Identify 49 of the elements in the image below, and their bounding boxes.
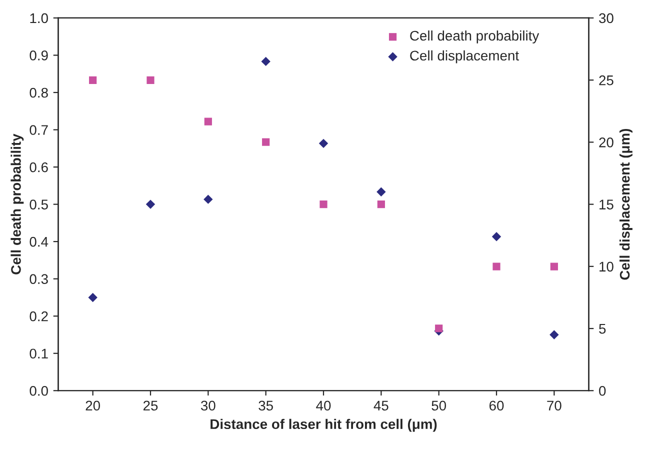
legend-label: Cell death probability	[410, 30, 540, 44]
x-tick-label: 30	[200, 400, 216, 411]
point	[261, 56, 270, 66]
y2-tick-label: 25	[599, 75, 614, 86]
point	[146, 76, 154, 84]
y-tick-label: 0.9	[30, 50, 48, 60]
x-tick-label: 35	[258, 400, 273, 411]
x-tick-label: 60	[489, 400, 504, 411]
point	[550, 262, 558, 270]
y-tick-label: 1.0	[30, 13, 48, 24]
point	[376, 187, 386, 196]
point	[320, 200, 328, 208]
x-tick-label: 45	[374, 400, 388, 411]
x-tick-label: 25	[143, 400, 158, 411]
point	[377, 200, 385, 208]
y-tick-label: 0.7	[30, 125, 48, 135]
y-tick-label: 0.8	[30, 88, 48, 98]
legend-label: Cell displacement	[410, 50, 519, 64]
point	[146, 200, 156, 209]
x-axis-title: Distance of laser hit from cell (μm)	[210, 418, 437, 432]
y-tick-label: 0.0	[30, 386, 48, 396]
x-tick-label: 40	[316, 400, 331, 411]
y2-axis-title: Cell displacement (μm)	[619, 128, 632, 280]
point	[88, 292, 98, 302]
x-tick-label: 70	[547, 400, 562, 411]
y2-tick-label: 20	[599, 138, 614, 148]
y2-tick-label: 5	[599, 324, 606, 334]
y-axis-title: Cell death probability	[10, 134, 24, 274]
point	[492, 262, 500, 270]
point	[318, 138, 328, 148]
point	[492, 232, 502, 242]
point	[550, 330, 559, 340]
y-tick-label: 0.1	[30, 348, 48, 359]
y2-tick-label: 0	[599, 386, 606, 396]
point	[262, 138, 270, 146]
point	[89, 76, 97, 84]
point	[204, 118, 212, 126]
y2-tick-label: 15	[600, 200, 614, 210]
y-tick-label: 0.3	[30, 274, 48, 284]
point	[204, 194, 213, 204]
y-tick-label: 0.5	[30, 200, 48, 210]
y-tick-label: 0.6	[30, 162, 48, 172]
y-tick-label: 0.2	[30, 311, 48, 322]
point	[435, 324, 443, 332]
x-tick-label: 50	[432, 400, 446, 411]
y2-tick-label: 10	[600, 262, 614, 272]
y2-tick-label: 30	[599, 13, 614, 24]
y-tick-label: 0.4	[30, 236, 48, 247]
x-tick-label: 20	[86, 400, 100, 411]
